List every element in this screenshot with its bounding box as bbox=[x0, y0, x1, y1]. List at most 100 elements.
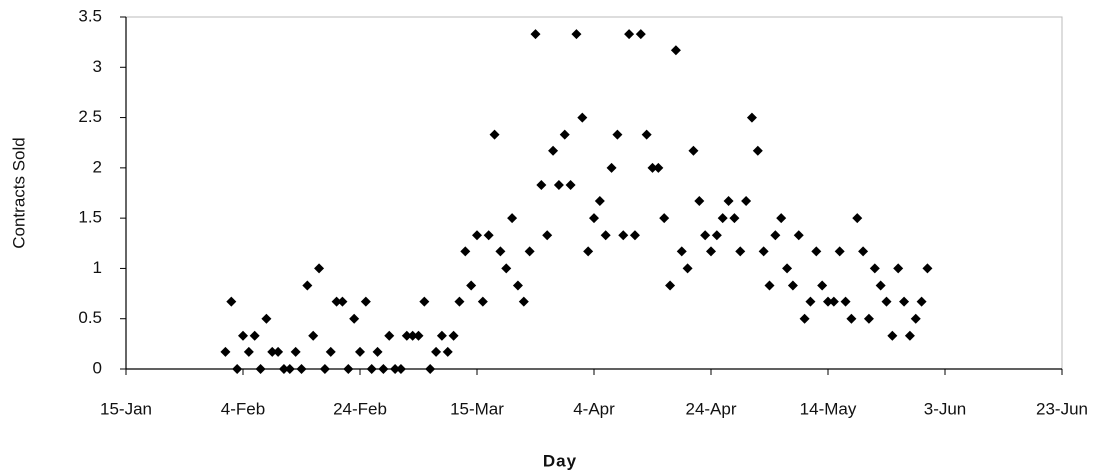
point bbox=[431, 346, 442, 357]
point bbox=[706, 246, 716, 257]
point bbox=[518, 296, 529, 307]
point bbox=[746, 112, 757, 123]
point bbox=[413, 330, 424, 341]
point bbox=[618, 230, 629, 241]
point bbox=[583, 246, 594, 257]
y-tick-label: 1.5 bbox=[78, 208, 102, 227]
point bbox=[296, 364, 307, 374]
point bbox=[466, 280, 477, 291]
point bbox=[325, 346, 336, 357]
point bbox=[834, 246, 845, 257]
point bbox=[805, 296, 816, 307]
point bbox=[390, 364, 401, 374]
point bbox=[261, 313, 272, 324]
point bbox=[489, 129, 500, 140]
point bbox=[255, 364, 266, 374]
y-tick-label: 0 bbox=[93, 358, 102, 377]
point bbox=[694, 196, 705, 207]
x-tick-label: 24-Apr bbox=[685, 399, 736, 418]
x-tick-label: 14-May bbox=[800, 399, 857, 418]
point bbox=[594, 196, 605, 207]
point bbox=[302, 280, 313, 291]
point bbox=[659, 213, 670, 224]
point bbox=[577, 112, 588, 123]
point bbox=[395, 364, 406, 374]
point bbox=[711, 230, 722, 241]
point bbox=[852, 213, 863, 224]
point bbox=[565, 179, 576, 190]
point bbox=[308, 330, 319, 341]
point bbox=[863, 313, 874, 324]
point bbox=[817, 280, 828, 291]
x-tick-label: 24-Feb bbox=[333, 399, 387, 418]
point bbox=[811, 246, 822, 257]
x-tick-label: 15-Jan bbox=[100, 399, 152, 418]
point bbox=[419, 296, 430, 307]
point bbox=[893, 263, 904, 274]
point bbox=[243, 346, 254, 357]
y-tick-label: 3.5 bbox=[78, 6, 102, 25]
point bbox=[343, 364, 354, 374]
point bbox=[454, 296, 465, 307]
point bbox=[881, 296, 892, 307]
point bbox=[799, 313, 810, 324]
point bbox=[823, 296, 833, 307]
point bbox=[448, 330, 459, 341]
y-tick-label: 0.5 bbox=[78, 308, 102, 327]
point bbox=[787, 280, 798, 291]
point bbox=[483, 230, 494, 241]
point bbox=[793, 230, 804, 241]
point bbox=[887, 330, 898, 341]
point bbox=[869, 263, 880, 274]
point bbox=[314, 263, 325, 274]
point bbox=[846, 313, 857, 324]
point bbox=[542, 230, 553, 241]
point bbox=[536, 179, 547, 190]
point bbox=[249, 330, 260, 341]
point bbox=[770, 230, 781, 241]
point bbox=[436, 330, 447, 341]
point bbox=[384, 330, 395, 341]
point bbox=[571, 29, 582, 40]
point bbox=[764, 280, 775, 291]
point bbox=[606, 162, 617, 173]
point bbox=[758, 246, 769, 257]
point bbox=[366, 364, 377, 374]
x-axis-title: Day bbox=[543, 451, 577, 470]
point bbox=[226, 296, 237, 307]
point bbox=[501, 263, 512, 274]
point bbox=[624, 29, 635, 40]
point bbox=[524, 246, 535, 257]
point bbox=[378, 364, 389, 374]
point bbox=[899, 296, 910, 307]
point bbox=[472, 230, 482, 241]
point bbox=[442, 346, 453, 357]
point bbox=[337, 296, 348, 307]
point bbox=[735, 246, 746, 257]
x-tick-label: 23-Jun bbox=[1036, 399, 1088, 418]
y-axis-title: Contracts Sold bbox=[9, 137, 28, 249]
point bbox=[904, 330, 915, 341]
point bbox=[641, 129, 652, 140]
point bbox=[331, 296, 342, 307]
point bbox=[782, 263, 793, 274]
y-tick-label: 2 bbox=[93, 157, 102, 176]
point bbox=[600, 230, 611, 241]
point bbox=[665, 280, 676, 291]
point bbox=[717, 213, 728, 224]
x-tick-label: 4-Feb bbox=[221, 399, 265, 418]
point bbox=[238, 330, 248, 341]
point bbox=[355, 346, 365, 357]
point bbox=[916, 296, 927, 307]
x-tick-label: 15-Mar bbox=[450, 399, 504, 418]
point bbox=[232, 364, 243, 374]
point bbox=[319, 364, 330, 374]
point bbox=[553, 179, 564, 190]
point bbox=[723, 196, 734, 207]
point bbox=[676, 246, 687, 257]
point bbox=[460, 246, 471, 257]
y-tick-label: 1 bbox=[93, 258, 102, 277]
point bbox=[267, 346, 278, 357]
point bbox=[670, 45, 681, 56]
